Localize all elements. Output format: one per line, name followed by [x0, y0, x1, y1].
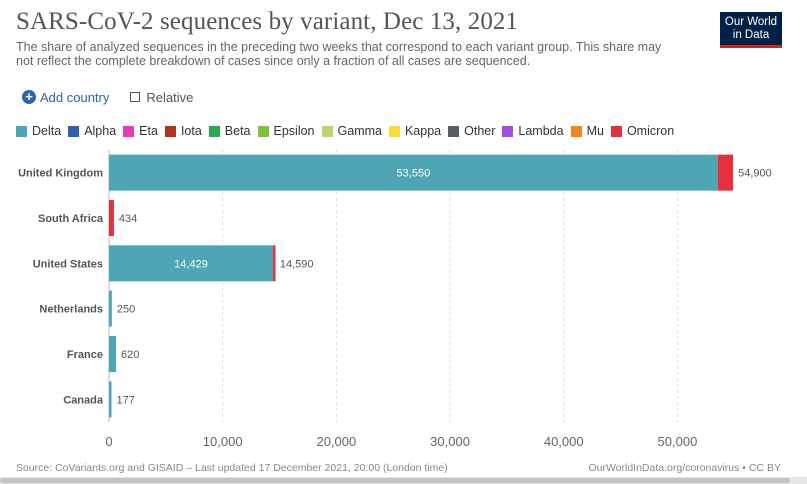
add-country-button[interactable]: + Add country [22, 90, 109, 105]
legend-label: Other [464, 124, 496, 138]
bar-delta [109, 290, 112, 327]
legend-swatch [16, 125, 27, 137]
bar-total-label: 14,590 [280, 258, 314, 270]
legend-item-lambda[interactable]: Lambda [502, 124, 564, 138]
category-label: United States [33, 258, 103, 270]
legend-swatch [502, 125, 514, 137]
legend-label: Lambda [518, 124, 564, 138]
legend-item-alpha[interactable]: Alpha [68, 124, 116, 138]
legend-label: Beta [224, 124, 251, 138]
legend-label: Mu [586, 124, 604, 138]
legend-item-omicron[interactable]: Omicron [610, 124, 675, 138]
x-tick-label: 10,000 [203, 434, 243, 449]
chart-subtitle: The share of analyzed sequences in the p… [16, 40, 662, 68]
bar-value-label: 53,550 [397, 168, 431, 180]
bar-omicron [109, 200, 114, 236]
legend-item-eta[interactable]: Eta [123, 124, 158, 138]
legend-swatch [257, 125, 269, 137]
legend-item-other[interactable]: Other [448, 124, 495, 138]
bar-delta [109, 245, 274, 282]
legend-swatch [164, 125, 176, 137]
horizontal-scrollbar[interactable] [0, 477, 807, 484]
legend-swatch [123, 125, 135, 137]
legend-label: Alpha [84, 124, 117, 138]
legend-label: Eta [139, 124, 158, 138]
legend: Delta Alpha Eta Iota Beta Epsilon Gamma Kappa Ot… [16, 124, 681, 138]
bar-omicron [717, 154, 734, 191]
legend-label: Epsilon [273, 124, 315, 138]
legend-item-gamma[interactable]: Gamma [321, 124, 382, 138]
bar-delta [109, 336, 117, 372]
legend-swatch [208, 125, 220, 137]
scrollbar-thumb[interactable] [0, 478, 790, 483]
bar-total-label: 250 [117, 304, 135, 316]
x-tick-label: 40,000 [544, 434, 584, 449]
legend-item-delta[interactable]: Delta [16, 124, 61, 138]
legend-label: Iota [180, 124, 202, 138]
legend-item-beta[interactable]: Beta [208, 124, 251, 138]
source-note[interactable]: Source: CoVariants.org and GISAID – Last… [16, 462, 448, 474]
category-label: France [67, 349, 103, 361]
x-tick-label: 20,000 [316, 434, 356, 449]
legend-item-iota[interactable]: Iota [164, 124, 202, 138]
footer-link[interactable]: OurWorldInData.org/coronavirus • CC BY [588, 462, 781, 474]
bar-total-label: 620 [121, 349, 139, 361]
bar-value-label: 14,429 [174, 258, 208, 270]
legend-item-kappa[interactable]: Kappa [388, 124, 442, 138]
chart-title: SARS-CoV-2 sequences by variant, Dec 13,… [16, 8, 519, 35]
legend-item-epsilon[interactable]: Epsilon [257, 124, 315, 138]
legend-item-mu[interactable]: Mu [570, 124, 604, 138]
category-label: South Africa [38, 213, 104, 225]
logo-line-1: Our World [724, 16, 778, 28]
x-tick-label: 50,000 [658, 434, 698, 449]
category-label: United Kingdom [18, 168, 103, 180]
relative-checkbox[interactable] [130, 92, 141, 102]
category-label: Netherlands [39, 304, 103, 316]
legend-label: Delta [32, 124, 62, 138]
bar-total-label: 434 [119, 213, 137, 225]
plus-circle-icon: + [22, 90, 36, 104]
legend-swatch [68, 125, 80, 137]
owid-logo[interactable]: Our World in Data [720, 12, 782, 48]
legend-swatch [321, 125, 333, 137]
relative-label: Relative [146, 89, 194, 105]
legend-label: Gamma [337, 124, 382, 138]
bar-total-label: 177 [117, 394, 135, 406]
bar-total-label: 54,900 [738, 168, 772, 180]
legend-label: Kappa [404, 124, 442, 138]
category-label: Canada [63, 394, 104, 406]
legend-swatch [388, 125, 400, 137]
x-tick-label: 0 [105, 434, 112, 449]
add-country-label: Add country [40, 89, 110, 105]
legend-label: Omicron [626, 124, 675, 138]
x-tick-label: 30,000 [430, 434, 470, 449]
legend-swatch [570, 125, 582, 137]
logo-line-2: in Data [732, 28, 770, 41]
legend-swatch [610, 125, 622, 137]
legend-swatch [448, 125, 460, 137]
chart-controls: + Add country Relative [22, 88, 193, 106]
relative-toggle[interactable]: Relative [130, 90, 193, 105]
bar-delta [109, 381, 112, 418]
bar-delta [109, 154, 718, 191]
bar-omicron [273, 245, 276, 282]
